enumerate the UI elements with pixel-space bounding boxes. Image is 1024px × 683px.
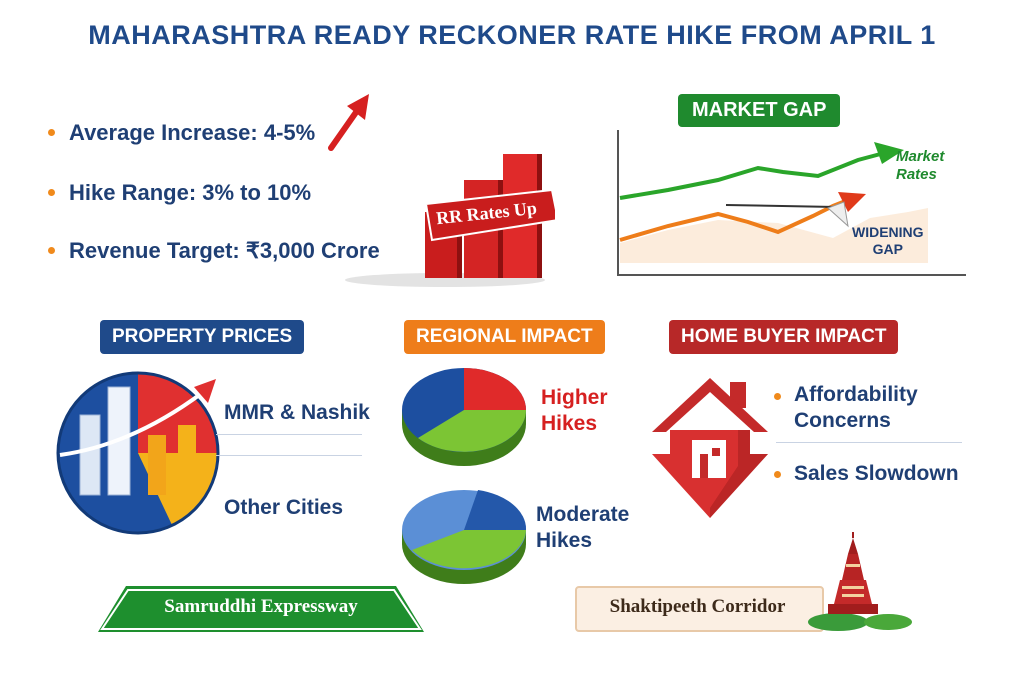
- bullet-label: Revenue Target: ₹3,000 Crore: [69, 238, 380, 263]
- bullet-dot: [48, 128, 55, 136]
- affordability-concerns-label: Affordability Concerns: [794, 382, 918, 434]
- affordability-line1: Affordability: [794, 383, 918, 406]
- bullet-revenue-target: Revenue Target: ₹3,000 Crore: [48, 238, 380, 264]
- widening-gap-line1: WIDENING: [852, 224, 924, 240]
- samruddhi-expressway-banner: [98, 586, 424, 632]
- page-title: MAHARASHTRA READY RECKONER RATE HIKE FRO…: [88, 20, 936, 50]
- shaktipeeth-corridor-banner: [575, 586, 824, 632]
- home-buyer-impact-heading: HOME BUYER IMPACT: [669, 320, 899, 354]
- higher-hikes-line1: Higher: [541, 386, 608, 409]
- market-rates-line2: Rates: [896, 166, 937, 183]
- bullet-dot: [48, 246, 55, 254]
- rr-rates-bars-illustration: [345, 154, 555, 287]
- samruddhi-expressway-label: Samruddhi Expressway: [164, 596, 358, 617]
- market-rates-line1: Market: [896, 148, 945, 165]
- temple-icon: [808, 532, 912, 631]
- property-prices-item-other-cities: Other Cities: [224, 496, 344, 519]
- shaktipeeth-corridor-label: Shaktipeeth Corridor: [609, 596, 786, 617]
- bullet-dot: [774, 393, 781, 400]
- higher-hikes-label: Higher Hikes: [541, 385, 608, 437]
- regional-impact-heading: REGIONAL IMPACT: [404, 320, 605, 354]
- higher-hikes-pie-icon: [402, 368, 526, 466]
- widening-gap-line2: GAP: [872, 241, 903, 257]
- property-prices-pie-bar-illustration: [56, 371, 220, 535]
- moderate-hikes-label: Moderate Hikes: [536, 502, 629, 554]
- market-gap-heading: MARKET GAP: [678, 94, 841, 127]
- affordability-line2: Concerns: [794, 409, 891, 432]
- widening-gap-label: WIDENING GAP: [852, 224, 924, 258]
- divider: [216, 434, 362, 435]
- bullet-dot: [774, 471, 781, 478]
- moderate-hikes-line1: Moderate: [536, 503, 630, 526]
- moderate-hikes-pie-icon: [402, 490, 527, 584]
- bullet-dot: [48, 188, 55, 196]
- bullet-average-increase: Average Increase: 4-5%: [48, 120, 315, 146]
- market-gap-line-chart: [617, 130, 966, 276]
- property-prices-heading: PROPERTY PRICES: [100, 320, 305, 354]
- bullet-label: Average Increase: 4-5%: [69, 120, 316, 145]
- bullet-label: Hike Range: 3% to 10%: [69, 180, 312, 205]
- trend-up-arrow-icon: [328, 94, 369, 151]
- market-rates-label: Market Rates: [896, 148, 944, 184]
- higher-hikes-line2: Hikes: [541, 412, 598, 435]
- divider: [216, 455, 362, 456]
- property-prices-item-mmr-nashik: MMR & Nashik: [224, 401, 370, 424]
- moderate-hikes-line2: Hikes: [536, 529, 593, 552]
- divider: [776, 442, 962, 443]
- sales-slowdown-label: Sales Slowdown: [794, 462, 959, 485]
- house-down-arrow-icon: [652, 378, 768, 518]
- bullet-hike-range: Hike Range: 3% to 10%: [48, 180, 311, 206]
